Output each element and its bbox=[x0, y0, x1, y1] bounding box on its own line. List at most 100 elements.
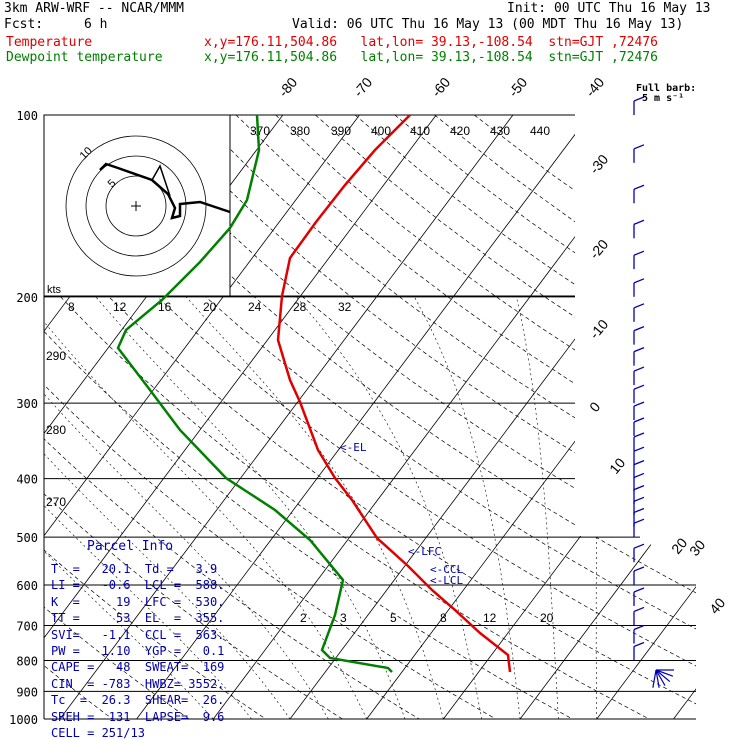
speed-label: 8 bbox=[68, 300, 75, 314]
theta-label: 270 bbox=[46, 495, 66, 509]
speed-label: 16 bbox=[158, 300, 172, 314]
theta-label: 290 bbox=[46, 349, 66, 363]
isotherm-label: -50 bbox=[505, 74, 530, 100]
speed-label: 32 bbox=[338, 300, 352, 314]
isotherm bbox=[596, 115, 696, 719]
isotherm-label: -10 bbox=[586, 316, 611, 342]
init-time: Init: 00 UTC Thu 16 May 13 bbox=[507, 1, 711, 16]
moist-adiabat bbox=[95, 296, 406, 719]
speed-label: 28 bbox=[293, 300, 307, 314]
theta-label: 400 bbox=[371, 124, 391, 138]
wind-barb-flag bbox=[633, 303, 645, 309]
dry-adiabat bbox=[315, 115, 696, 719]
pressure-label: 400 bbox=[16, 473, 38, 487]
wind-barb-flag bbox=[633, 432, 645, 438]
isotherm-label: 20 bbox=[668, 535, 690, 557]
parcel-info-row: LI = -0.6 LCL = 588. bbox=[51, 578, 225, 593]
isotherm bbox=[289, 115, 696, 719]
traces bbox=[116, 114, 512, 673]
theta-label: 380 bbox=[290, 124, 310, 138]
wind-barb-flag bbox=[633, 566, 645, 572]
dry-adiabat bbox=[44, 115, 113, 719]
dry-adiabat bbox=[235, 115, 696, 719]
isotherm bbox=[44, 115, 360, 719]
parcel-info-row: CAPE = 48 SWEAT= 169 bbox=[51, 660, 225, 675]
dry-adiabat bbox=[473, 115, 696, 719]
moist-adiabat bbox=[516, 296, 559, 719]
dry-adiabat bbox=[44, 115, 420, 719]
speed-label: 24 bbox=[248, 300, 262, 314]
theta-label: 440 bbox=[530, 124, 550, 138]
hodograph-trace bbox=[99, 162, 231, 220]
isotherm-label: 0 bbox=[586, 399, 603, 415]
level-annotation: <-LCL bbox=[430, 574, 463, 587]
pressure-label: 100 bbox=[16, 109, 38, 123]
wind-barb bbox=[652, 669, 657, 688]
wind-barb-flag bbox=[633, 250, 645, 256]
isotherm bbox=[59, 115, 514, 719]
level-annotation: <-CCL bbox=[430, 563, 463, 576]
wind-barb-flag bbox=[633, 366, 645, 372]
dry-adiabat bbox=[44, 115, 696, 719]
hodograph-ring bbox=[85, 155, 187, 257]
dry-adiabat bbox=[44, 115, 696, 719]
wind-barb-flag bbox=[633, 401, 645, 407]
moist-adiabat bbox=[185, 296, 444, 719]
pressure-label: 700 bbox=[16, 619, 38, 633]
moist-adiabat bbox=[44, 296, 214, 719]
parcel-info-row: TT = 53 EL = 355. bbox=[51, 611, 225, 626]
valid-time: Valid: 06 UTC Thu 16 May 13 (00 MDT Thu … bbox=[292, 17, 684, 32]
theta-label: 430 bbox=[490, 124, 510, 138]
dry-adiabat bbox=[44, 115, 650, 719]
wind-barb-flag bbox=[633, 460, 645, 466]
temperature-legend: Temperature bbox=[6, 35, 93, 50]
isotherm-label: 40 bbox=[706, 595, 728, 617]
hodograph-units: kts bbox=[47, 284, 62, 296]
dry-adiabat bbox=[44, 115, 497, 719]
isotherm-label: -60 bbox=[428, 74, 453, 100]
wind-barb-flag bbox=[633, 472, 645, 479]
wind-barb-flag bbox=[633, 507, 645, 514]
wind-barb-flag bbox=[633, 384, 645, 390]
dry-adiabat bbox=[394, 115, 696, 719]
full-barb-value: 5 m s⁻¹ bbox=[642, 93, 685, 104]
wind-barb-flag bbox=[633, 219, 645, 225]
dry-adiabat bbox=[434, 115, 696, 719]
wind-barb bbox=[655, 669, 671, 683]
parcel-info-row: Tc = 26.3 SHEAR= 26. bbox=[51, 693, 225, 708]
pressure-label: 300 bbox=[16, 397, 38, 411]
theta-label: 370 bbox=[250, 124, 270, 138]
wind-barb bbox=[655, 669, 660, 688]
dewpoint-legend: Dewpoint temperature bbox=[6, 50, 163, 65]
wind-barb bbox=[655, 669, 666, 686]
wind-barb-flag bbox=[633, 446, 645, 452]
full-barb-legend: Full barb: 5 m s⁻¹ bbox=[636, 84, 696, 104]
dry-adiabat bbox=[44, 115, 190, 719]
theta-label: 420 bbox=[450, 124, 470, 138]
parcel-info-row: PW = 1.10 YGP = 0.1 bbox=[51, 644, 225, 658]
isotherm-label: -20 bbox=[586, 236, 611, 262]
theta-label: 410 bbox=[410, 124, 430, 138]
dry-adiabat bbox=[44, 115, 266, 719]
parcel-info-panel: Parcel Info T = 20.1 Td = 3.9 LI = -0.6 L… bbox=[47, 536, 237, 740]
dry-adiabat bbox=[44, 115, 573, 719]
forecast-label: Fcst: bbox=[4, 17, 44, 32]
wind-barb-flag bbox=[633, 326, 645, 332]
wind-barb-flag bbox=[633, 485, 645, 491]
dry-adiabat bbox=[44, 115, 696, 719]
temperature-trace bbox=[276, 114, 512, 673]
mixing-ratio-label: 20 bbox=[540, 611, 554, 625]
wind-barb-flag bbox=[633, 587, 645, 593]
pressure-label: 600 bbox=[16, 579, 38, 593]
wind-barb-flag bbox=[633, 641, 645, 648]
wind-barb-flag bbox=[633, 496, 645, 502]
isotherm bbox=[519, 115, 696, 719]
mixing-ratio-label: 2 bbox=[300, 611, 307, 625]
mixing-ratio-label: 8 bbox=[440, 611, 447, 625]
full-barb-title: Full barb: bbox=[636, 83, 697, 94]
dry-adiabat bbox=[44, 115, 343, 719]
wind-barb-flag bbox=[633, 543, 645, 549]
hodograph-trace bbox=[151, 164, 171, 197]
wind-barb-flag bbox=[633, 347, 645, 353]
